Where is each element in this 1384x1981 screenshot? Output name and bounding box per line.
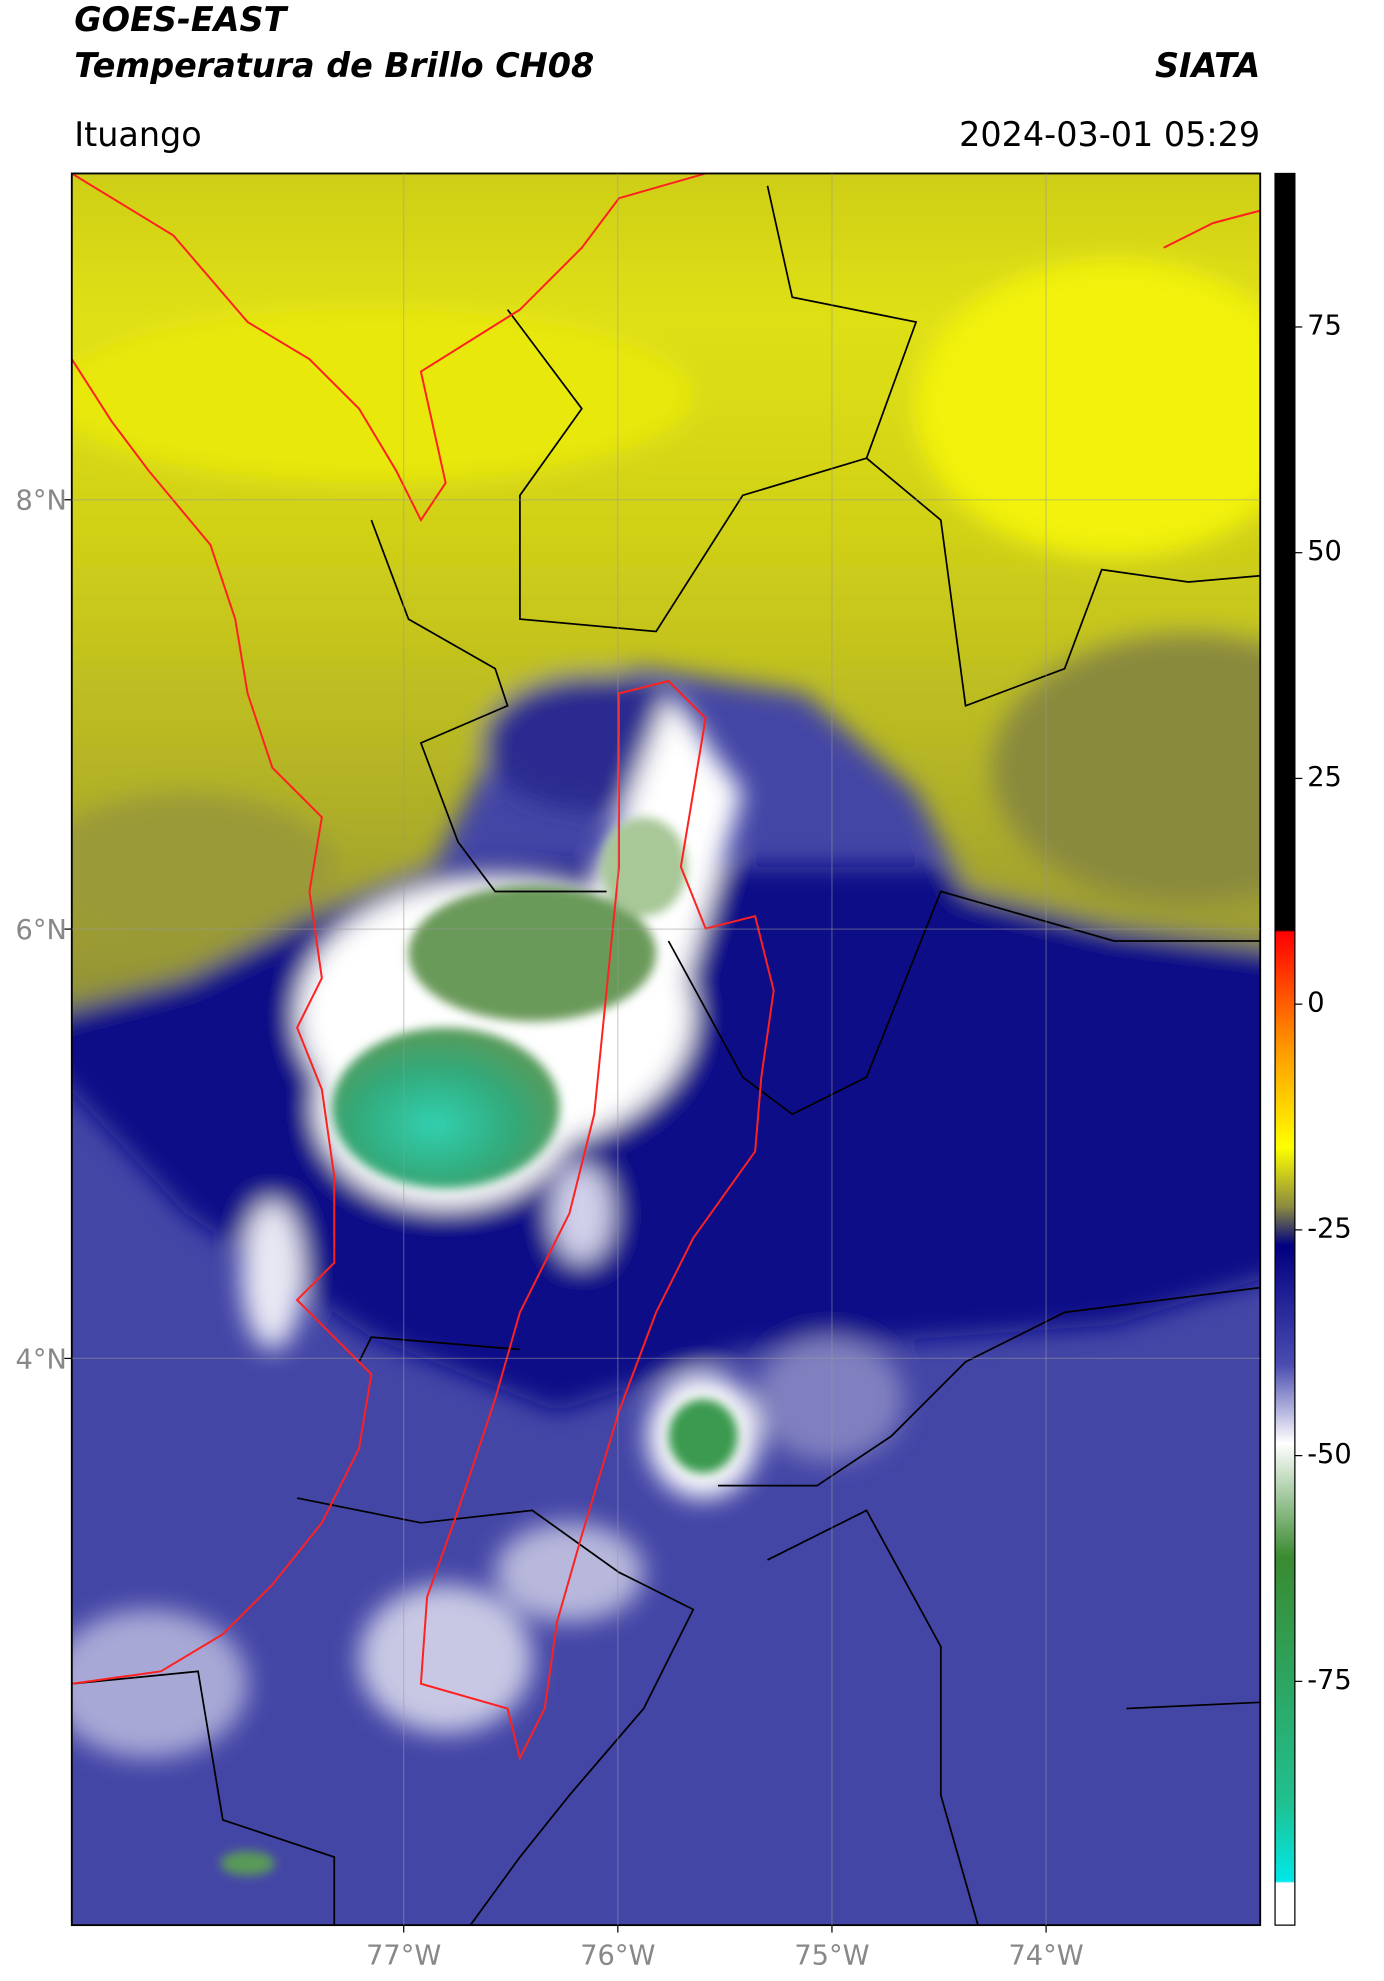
lon-tick-label: 75°W — [794, 1941, 869, 1972]
title: GOES-EAST — [74, 0, 288, 39]
colorbar-tick-label: -50 — [1307, 1439, 1351, 1470]
lat-tick-label: 8°N — [16, 486, 67, 517]
colorbar-tick-label: 75 — [1307, 310, 1342, 341]
map-frame — [70, 172, 1262, 1927]
lat-tick-label: 4°N — [16, 1344, 67, 1375]
colorbar-tick-label: 50 — [1307, 536, 1342, 567]
lat-tick-label: 6°N — [16, 915, 67, 946]
colorbar-tick-label: -25 — [1307, 1213, 1351, 1244]
source: SIATA — [1155, 46, 1260, 85]
lon-tick-label: 76°W — [580, 1941, 655, 1972]
subtitle: Temperatura de Brillo CH08 — [74, 46, 594, 85]
colorbar — [1274, 172, 1296, 1926]
lon-tick-label: 77°W — [366, 1941, 441, 1972]
location: Ituango — [74, 115, 201, 154]
colorbar-tick-label: 0 — [1307, 988, 1324, 1019]
timestamp: 2024-03-01 05:29 — [959, 115, 1260, 154]
lon-tick-label: 74°W — [1008, 1941, 1083, 1972]
colorbar-tick-label: 25 — [1307, 762, 1342, 793]
colorbar-tick-label: -75 — [1307, 1665, 1351, 1696]
satellite-image — [71, 173, 1261, 1926]
